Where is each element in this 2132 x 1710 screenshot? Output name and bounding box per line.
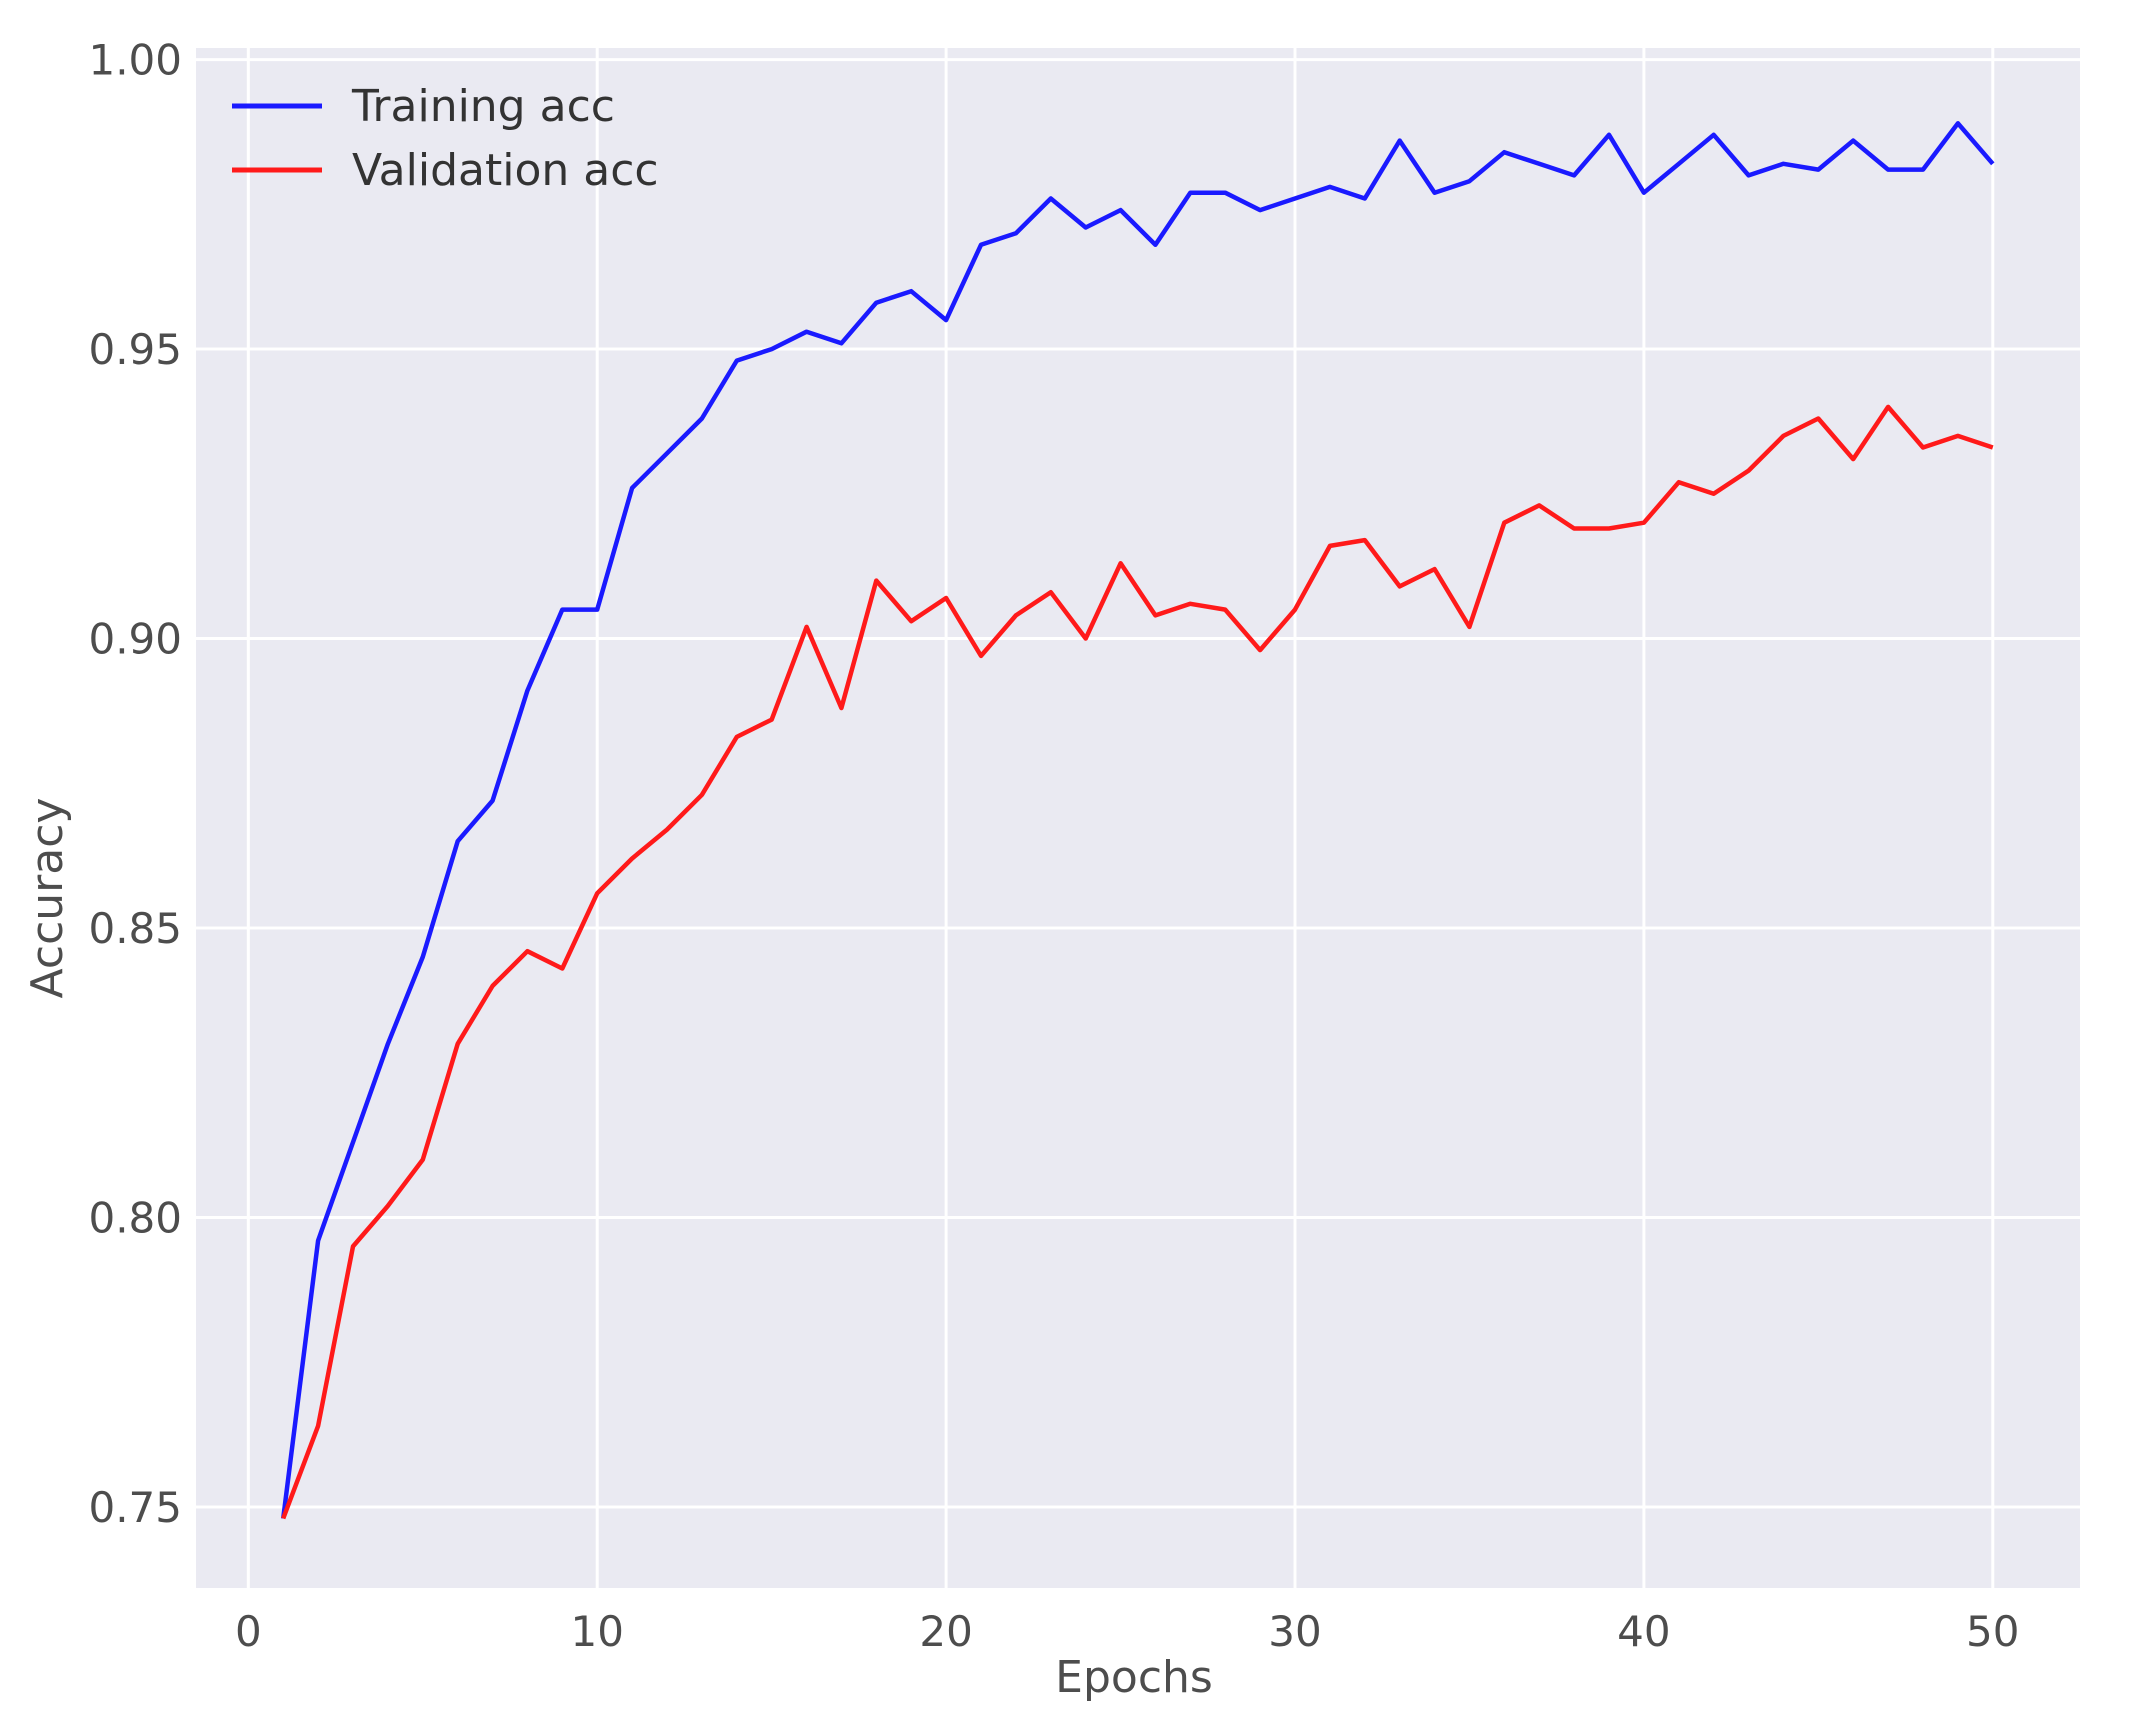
series-line [281,404,1994,1520]
legend-label: Training acc [351,81,615,132]
x-tick-label: 10 [570,1607,623,1656]
legend: Training acc Validation acc [232,81,659,196]
y-tick-label: 0.95 [88,325,182,374]
y-tick-label: 1.00 [88,36,182,85]
x-tick-label: 0 [235,1607,262,1656]
legend-label: Validation acc [352,145,659,196]
y-axis-label: Accuracy [22,798,73,999]
series-lines [280,121,1995,1520]
x-tick-label: 50 [1966,1607,2019,1656]
y-tick-label: 0.75 [88,1483,182,1532]
grid-lines [196,48,2080,1588]
x-tick-label: 30 [1268,1607,1321,1656]
x-tick-labels: 0 10 20 30 40 50 [235,1607,2020,1656]
y-tick-labels: 0.75 0.80 0.85 0.90 0.95 1.00 [88,36,182,1532]
y-tick-label: 0.80 [88,1193,182,1242]
x-tick-label: 20 [919,1607,972,1656]
x-axis-label: Epochs [1055,1652,1213,1703]
y-tick-label: 0.85 [88,904,182,953]
series-line [280,121,1995,1519]
plot-background [196,48,2080,1588]
x-tick-label: 40 [1617,1607,1670,1656]
y-tick-label: 0.90 [88,615,182,664]
